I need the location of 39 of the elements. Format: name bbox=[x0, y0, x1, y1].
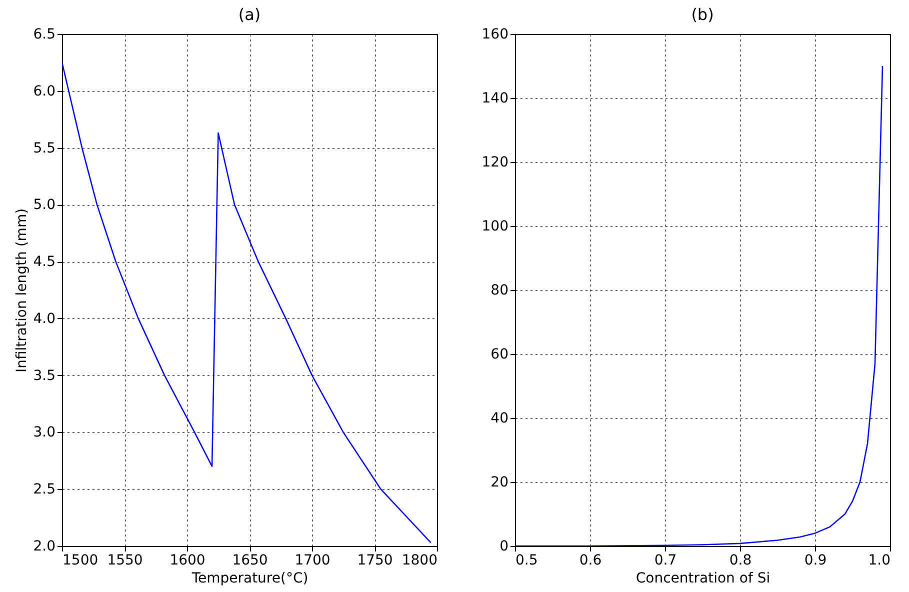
x-tick-label: 1650 bbox=[232, 552, 268, 568]
y-tick-label: 60 bbox=[490, 346, 508, 362]
chart-title: (a) bbox=[238, 5, 261, 24]
x-tick-label: 1600 bbox=[170, 552, 206, 568]
x-tick-label: 0.5 bbox=[516, 552, 538, 568]
y-tick-label: 4.5 bbox=[33, 254, 56, 270]
x-axis-title: Concentration of Si bbox=[636, 570, 770, 586]
x-tick-label: 1800 bbox=[402, 552, 438, 568]
y-tick-label: 20 bbox=[490, 474, 508, 490]
y-tick-label: 6.0 bbox=[33, 83, 56, 100]
x-axis-title: Temperature(°C) bbox=[190, 570, 308, 586]
y-tick-label: 5.5 bbox=[33, 140, 56, 156]
y-tick-label: 3.0 bbox=[33, 424, 56, 441]
y-tick-label: 40 bbox=[490, 410, 508, 426]
x-tick-label: 1700 bbox=[294, 552, 330, 568]
line-series bbox=[62, 62, 432, 544]
y-tick-label: 0 bbox=[500, 538, 508, 554]
y-tick-label: 100 bbox=[482, 218, 508, 234]
x-tick-label: 0.7 bbox=[654, 552, 677, 568]
x-tick-label: 1.0 bbox=[868, 552, 890, 568]
x-tick-label: 0.9 bbox=[804, 552, 827, 568]
x-tick-label: 1750 bbox=[357, 552, 393, 568]
x-tick-label: 0.6 bbox=[579, 552, 602, 568]
x-tick-label: 0.8 bbox=[729, 552, 752, 568]
line-series bbox=[515, 65, 884, 546]
y-tick-label: 5.0 bbox=[33, 197, 56, 214]
chart-title: (b) bbox=[691, 5, 714, 24]
y-tick-label: 140 bbox=[482, 90, 508, 106]
y-tick-label: 2.0 bbox=[33, 538, 56, 554]
y-tick-label: 160 bbox=[482, 26, 508, 42]
x-tick-label: 1550 bbox=[107, 552, 143, 568]
y-tick-label: 6.5 bbox=[33, 26, 56, 42]
y-tick-label: 4.0 bbox=[33, 310, 56, 327]
y-tick-label: 80 bbox=[490, 282, 508, 298]
y-tick-label: 2.5 bbox=[33, 482, 56, 498]
y-tick-label: 3.5 bbox=[33, 368, 56, 384]
x-tick-label: 1500 bbox=[62, 552, 98, 568]
y-axis-title: Infiltration length (mm) bbox=[14, 208, 30, 373]
y-tick-label: 120 bbox=[482, 154, 508, 170]
